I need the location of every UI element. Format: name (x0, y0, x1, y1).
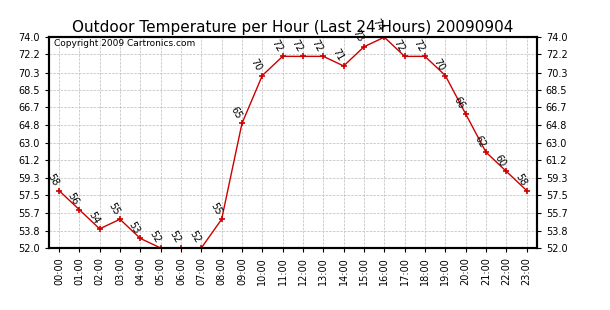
Text: 52: 52 (147, 229, 162, 245)
Text: 66: 66 (452, 95, 467, 111)
Text: Copyright 2009 Cartronics.com: Copyright 2009 Cartronics.com (54, 39, 195, 48)
Text: 53: 53 (127, 220, 142, 236)
Text: 72: 72 (289, 38, 304, 54)
Text: 72: 72 (269, 38, 284, 54)
Text: 72: 72 (310, 38, 325, 54)
Text: 55: 55 (208, 201, 223, 216)
Text: 58: 58 (513, 172, 528, 188)
Text: 54: 54 (86, 210, 101, 226)
Text: 70: 70 (249, 57, 264, 73)
Text: 72: 72 (411, 38, 426, 54)
Text: 58: 58 (45, 172, 60, 188)
Title: Outdoor Temperature per Hour (Last 24 Hours) 20090904: Outdoor Temperature per Hour (Last 24 Ho… (72, 20, 514, 35)
Text: 55: 55 (106, 201, 121, 216)
Text: 56: 56 (66, 191, 81, 207)
Text: 74: 74 (371, 17, 386, 33)
Text: 70: 70 (432, 57, 447, 73)
Text: 52: 52 (167, 229, 182, 245)
Text: 52: 52 (188, 229, 203, 245)
Text: 65: 65 (228, 105, 243, 121)
Text: 72: 72 (391, 38, 406, 54)
Text: 60: 60 (493, 153, 508, 168)
Text: 71: 71 (330, 47, 345, 63)
Text: 62: 62 (472, 134, 487, 149)
Text: 73: 73 (350, 28, 365, 44)
